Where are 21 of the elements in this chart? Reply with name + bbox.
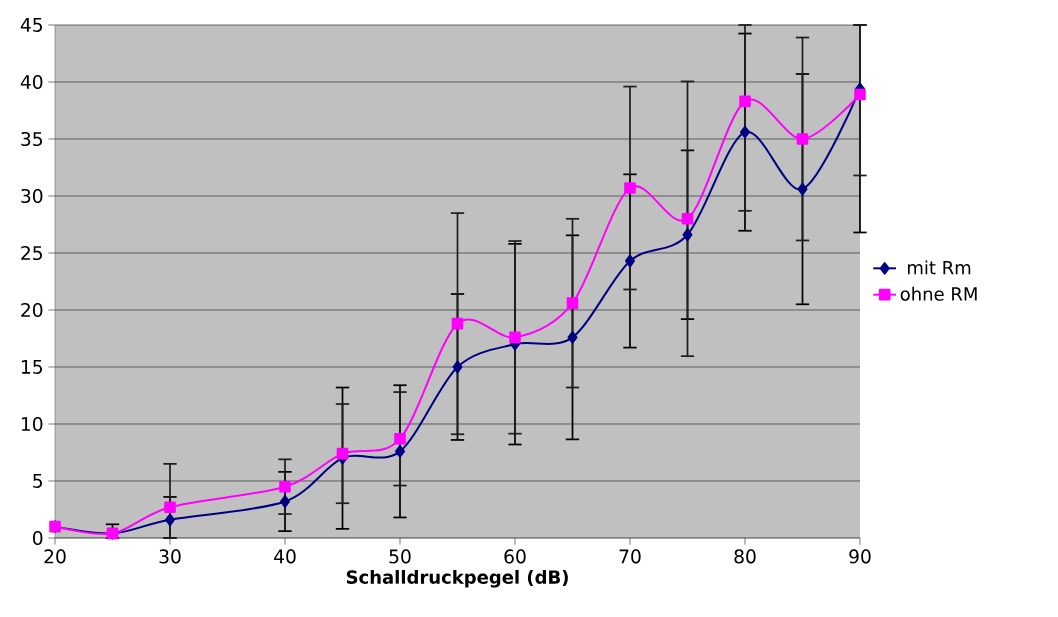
y-tick-label: 10 (21, 416, 43, 432)
y-tick-label: 25 (21, 245, 42, 261)
y-tick-label: 35 (21, 131, 42, 147)
y-tick-label: 5 (33, 474, 42, 488)
x-tick-label: 20 (44, 549, 66, 564)
x-tick-label: 30 (159, 549, 181, 564)
legend-label: mit Rm (908, 260, 971, 275)
y-tick-label: 40 (20, 74, 43, 90)
x-axis-title: Schalldruckpegel (dB) (346, 569, 568, 588)
x-tick-label: 80 (734, 549, 756, 564)
x-tick-label: 70 (619, 549, 641, 564)
x-tick-label: 40 (274, 549, 296, 564)
y-tick-label: 15 (21, 360, 42, 374)
legend-label: ohne RM (900, 286, 977, 301)
x-tick-label: 60 (504, 549, 526, 564)
x-tick-label: 90 (849, 549, 871, 564)
y-tick-label: 45 (20, 18, 42, 32)
x-tick-label: 50 (389, 549, 411, 564)
y-tick-label: 20 (21, 302, 43, 318)
y-tick-label: 0 (32, 530, 43, 546)
y-tick-label: 30 (21, 188, 43, 204)
